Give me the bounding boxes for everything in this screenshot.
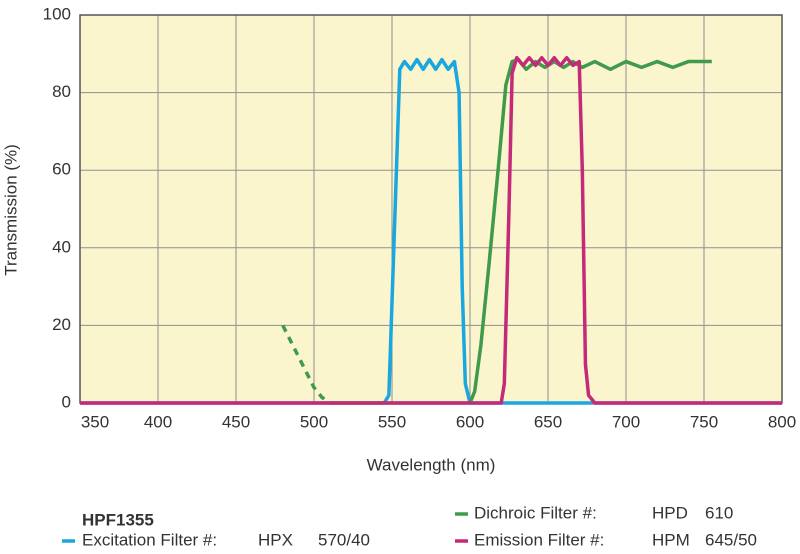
x-tick-label: 550 — [378, 412, 406, 431]
x-tick-label: 450 — [222, 412, 250, 431]
y-tick-label: 40 — [52, 237, 71, 256]
y-axis-title: Transmission (%) — [1, 144, 20, 276]
x-tick-label: 750 — [690, 412, 718, 431]
y-tick-label: 0 — [62, 392, 71, 411]
legend-product: HPX — [258, 530, 293, 549]
x-tick-label: 650 — [534, 412, 562, 431]
series-line — [80, 57, 782, 405]
x-tick-label: 700 — [612, 412, 640, 431]
y-tick-label: 60 — [52, 160, 71, 179]
legend-product: HPM — [652, 530, 690, 549]
plot-background — [80, 15, 782, 403]
y-tick-label: 100 — [43, 4, 71, 23]
y-tick-label: 80 — [52, 82, 71, 101]
x-tick-label: 350 — [81, 412, 109, 431]
legend-label: Excitation Filter #: — [82, 530, 217, 549]
x-tick-label: 800 — [768, 412, 796, 431]
legend-spec: 570/40 — [318, 530, 370, 549]
series-line — [80, 55, 782, 405]
series-line — [281, 324, 331, 405]
x-axis-title: Wavelength (nm) — [367, 455, 496, 474]
legend-label: Emission Filter #: — [474, 530, 604, 549]
x-tick-label: 500 — [300, 412, 328, 431]
legend-spec: 645/50 — [705, 530, 757, 549]
y-tick-label: 20 — [52, 315, 71, 334]
legend-label: Dichroic Filter #: — [474, 503, 597, 522]
legend-product: HPD — [652, 503, 688, 522]
legend-title: HPF1355 — [82, 510, 154, 529]
x-tick-label: 600 — [456, 412, 484, 431]
legend-spec: 610 — [705, 503, 733, 522]
x-tick-label: 400 — [144, 412, 172, 431]
